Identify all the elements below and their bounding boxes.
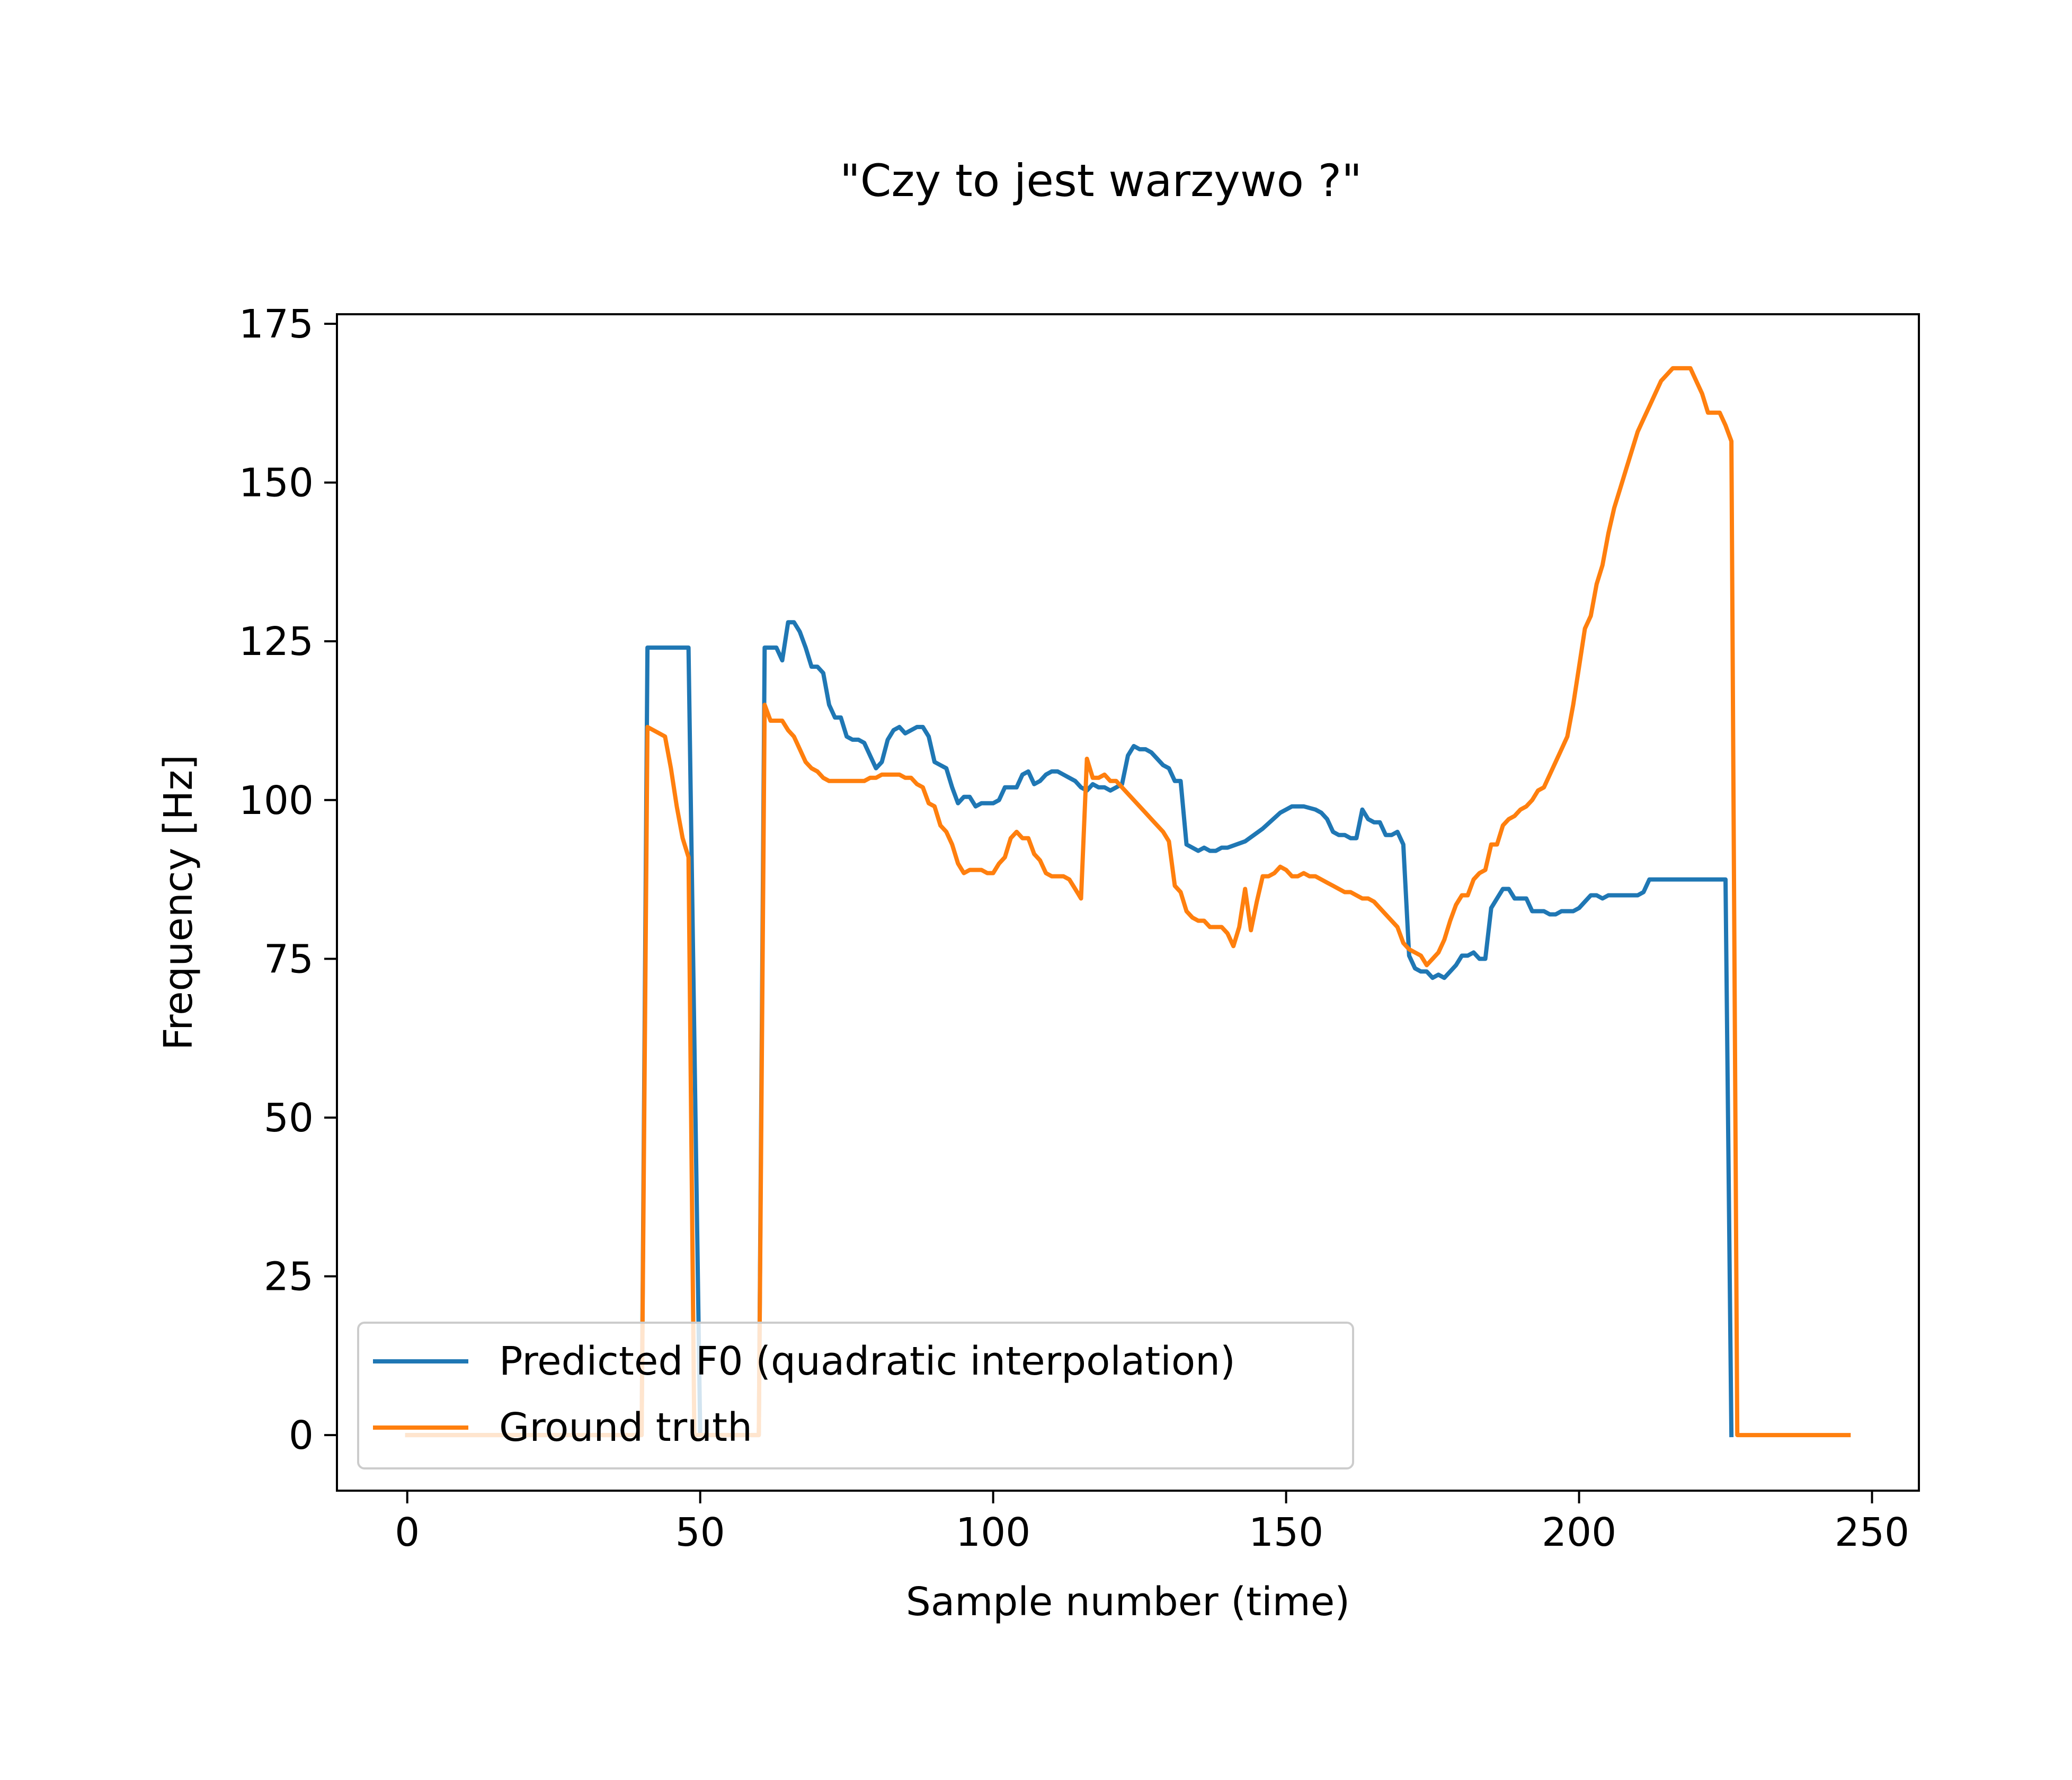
series-layer (405, 366, 1851, 1438)
y-tick-label: 0 (289, 1413, 314, 1458)
y-axis: 0 25 50 75 100 125 150 175 (239, 302, 337, 1458)
series-line-predicted-f0 (405, 620, 1734, 1438)
y-axis-label: Frequency [Hz] (156, 755, 201, 1050)
x-tick-label: 100 (956, 1510, 1030, 1555)
y-tick-label: 150 (239, 461, 314, 506)
x-axis: 0 50 100 150 200 250 (395, 1491, 1909, 1555)
y-tick-label: 100 (239, 778, 314, 823)
x-axis-label: Sample number (time) (906, 1579, 1350, 1625)
x-tick-label: 150 (1249, 1510, 1323, 1555)
series-line-ground-truth (405, 366, 1851, 1438)
chart-title: "Czy to jest warzywo ?" (840, 155, 1362, 207)
legend-label-predicted: Predicted F0 (quadratic interpolation) (499, 1339, 1235, 1384)
y-tick-label: 125 (239, 619, 314, 665)
y-tick-label: 75 (264, 936, 314, 982)
x-tick-label: 250 (1835, 1510, 1909, 1555)
x-tick-label: 200 (1542, 1510, 1616, 1555)
plot-frame (336, 313, 1920, 1492)
y-tick-label: 50 (264, 1095, 314, 1141)
legend: Predicted F0 (quadratic interpolation) G… (357, 1322, 1354, 1469)
y-tick-label: 25 (264, 1254, 314, 1300)
plot-background (337, 314, 1919, 1491)
x-tick-label: 0 (395, 1510, 420, 1555)
plot-area (337, 314, 1919, 1491)
legend-box (357, 1322, 1354, 1469)
legend-label-ground-truth: Ground truth (499, 1405, 752, 1450)
y-tick-label: 175 (239, 302, 314, 347)
x-tick-label: 50 (675, 1510, 725, 1555)
